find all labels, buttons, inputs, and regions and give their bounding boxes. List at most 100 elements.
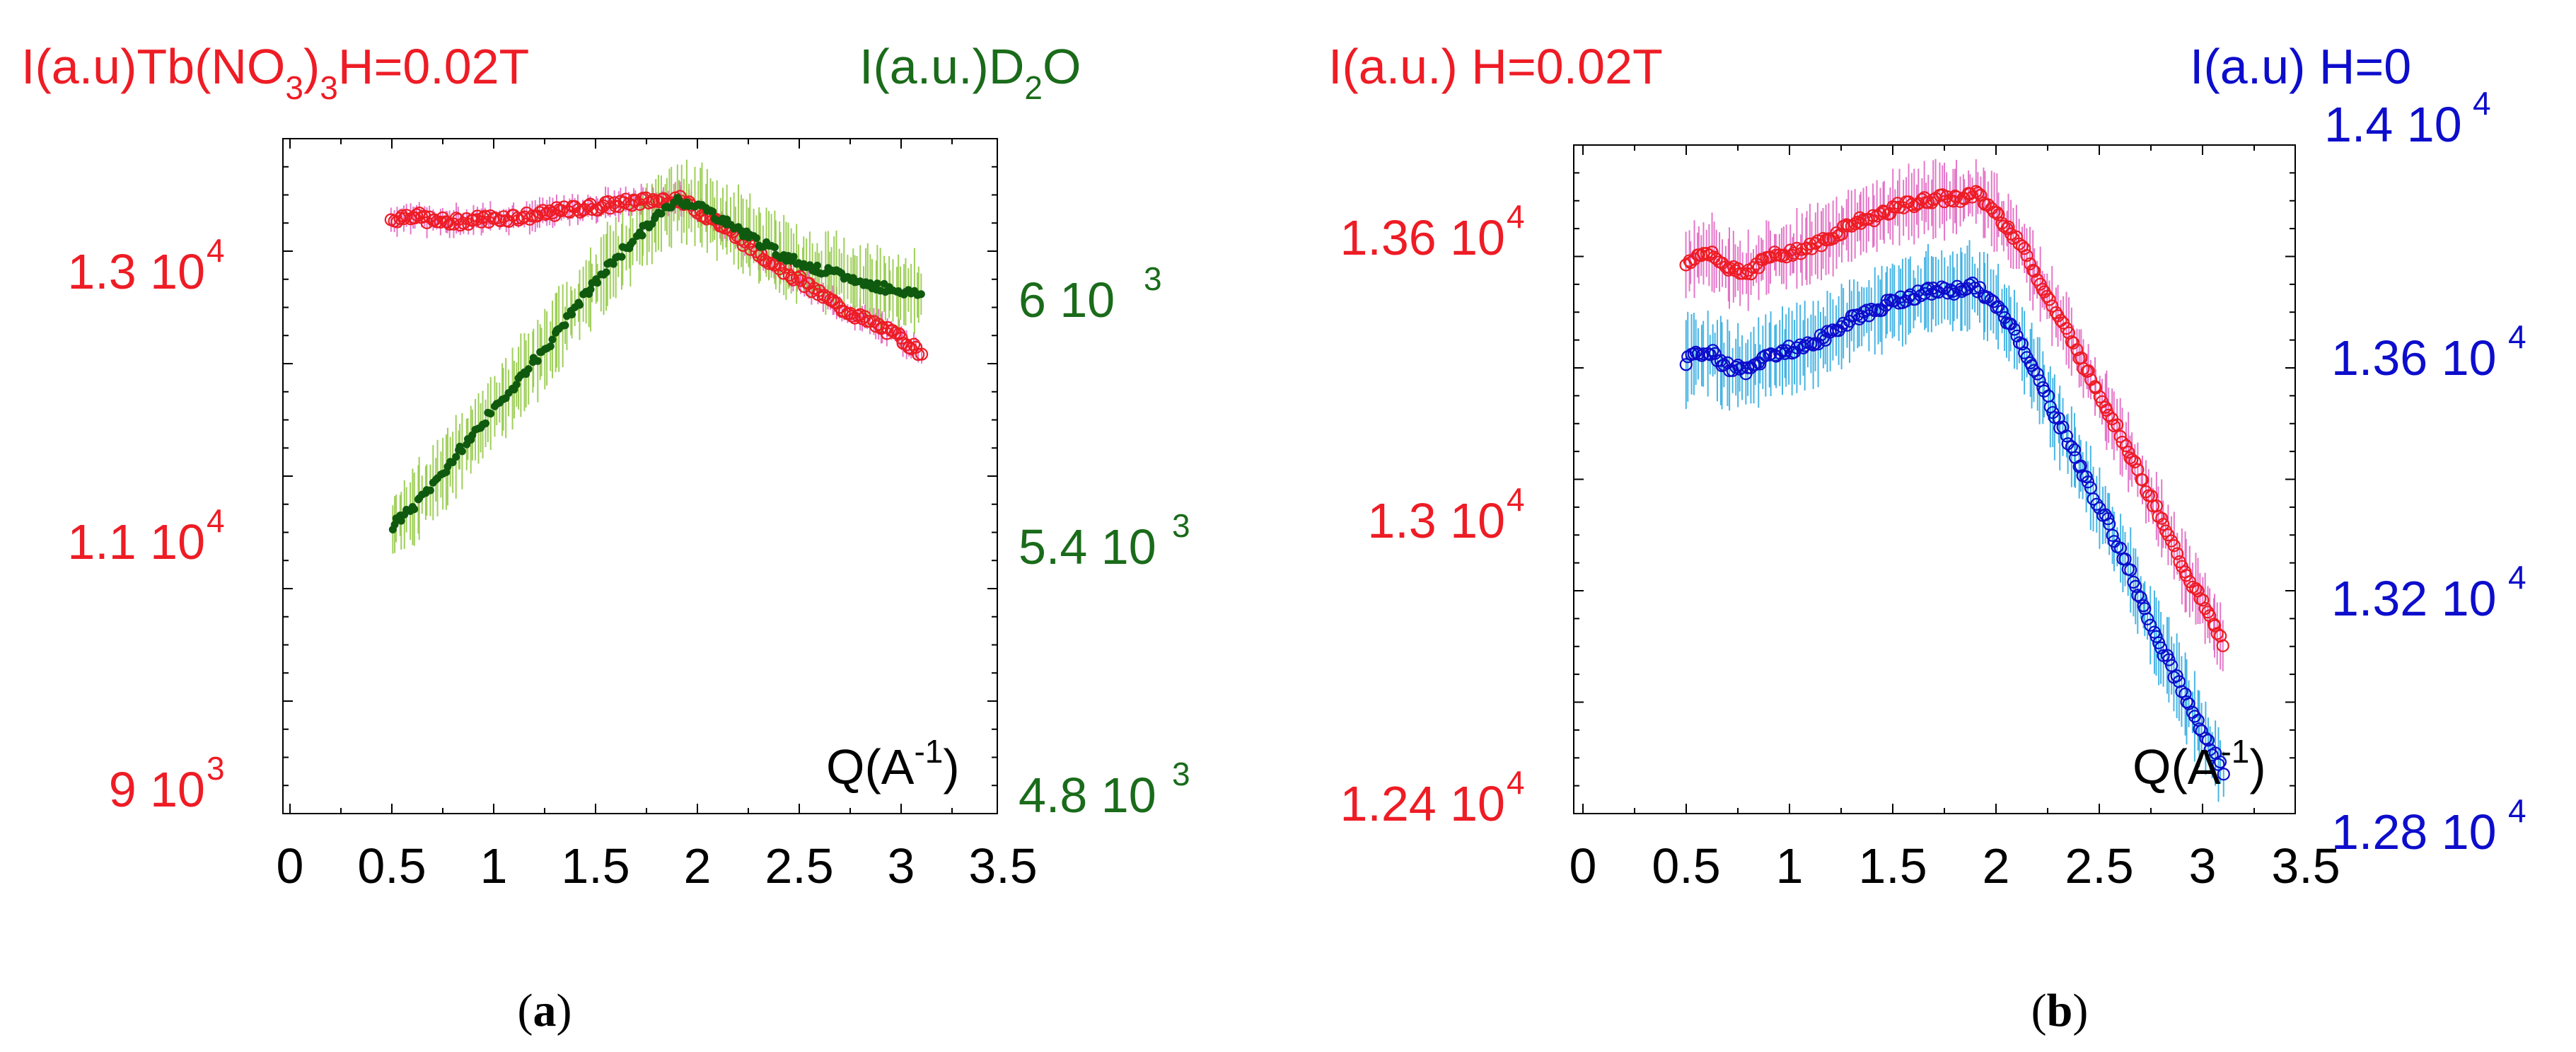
panel-a-right-tick-label: 5.4 10	[1019, 519, 1156, 574]
data-point	[1991, 300, 2005, 313]
data-point	[2182, 697, 2195, 710]
data-point	[2165, 659, 2178, 672]
data-point	[593, 279, 602, 287]
data-point	[2007, 323, 2021, 336]
data-point	[1744, 267, 1758, 281]
data-point	[2002, 220, 2015, 233]
data-point	[2179, 569, 2193, 582]
panel-b-left-tick-label: 1.36 10	[1340, 210, 1505, 265]
data-point	[2023, 257, 2037, 271]
data-point	[2033, 374, 2046, 388]
data-point	[2106, 528, 2119, 542]
panel-a-x-tick-label: 0.5	[357, 838, 426, 894]
data-point	[601, 195, 615, 209]
data-point	[1780, 250, 1793, 264]
data-point	[723, 215, 731, 224]
data-point	[2131, 589, 2145, 602]
data-point	[1773, 346, 1787, 360]
data-point	[805, 284, 818, 299]
panel-b-x-tick-label: 2	[1983, 838, 2010, 894]
data-point	[1905, 198, 1918, 212]
data-point	[2116, 435, 2129, 449]
data-point	[482, 419, 490, 427]
data-point	[2193, 722, 2206, 736]
data-point	[2203, 609, 2217, 623]
panel-a-left-tick-exp: 3	[207, 750, 225, 787]
panel-b-left-tick-exp: 4	[1507, 764, 1525, 801]
data-point	[1688, 253, 1701, 266]
data-point	[2196, 594, 2210, 607]
data-point	[512, 381, 521, 389]
data-point	[2175, 685, 2188, 698]
data-point	[2149, 630, 2163, 643]
panel-a-x-tick-label: 3	[888, 838, 915, 894]
data-point	[744, 243, 758, 256]
panel-a-x-tick-label: 2.5	[765, 838, 833, 894]
data-point	[2082, 364, 2095, 378]
data-point	[1968, 282, 1982, 295]
panel-b-right-tick-label: 1.36 10	[2331, 330, 2497, 386]
data-point	[1806, 338, 1820, 352]
panel-a-right-tick-label: 6 10	[1019, 272, 1115, 328]
panel-a-caption: (a)	[518, 985, 572, 1036]
data-point	[524, 365, 533, 374]
data-point	[1684, 256, 1698, 270]
data-point	[602, 268, 610, 277]
data-point	[2195, 724, 2208, 738]
panel-a-left-tick-label: 9 10	[109, 762, 205, 817]
data-point	[1990, 206, 2004, 219]
panel-b-left-tick-exp: 4	[1507, 481, 1525, 518]
data-point	[2043, 293, 2056, 306]
data-point	[1862, 212, 1875, 226]
data-point	[2128, 455, 2142, 469]
data-point	[2119, 439, 2133, 453]
data-point	[2079, 470, 2093, 484]
data-point	[2103, 517, 2116, 531]
data-point	[2018, 242, 2031, 255]
panel-a-left-tick-label: 1.1 10	[67, 514, 205, 570]
data-point	[1830, 226, 1843, 240]
data-point	[2074, 459, 2087, 473]
data-point	[2162, 653, 2176, 666]
data-point	[390, 521, 399, 529]
panel-a-x-tick-label: 0	[277, 838, 304, 894]
data-point	[1997, 219, 2010, 233]
panel-b-points	[1679, 185, 2230, 781]
data-point	[2101, 512, 2115, 526]
data-point	[1790, 341, 1804, 354]
panel-a-right-tick-exp: 3	[1172, 756, 1190, 792]
data-point	[436, 211, 449, 225]
data-point	[546, 342, 555, 350]
panel-b-caption: (b)	[2031, 985, 2089, 1036]
data-point	[2124, 563, 2137, 577]
data-point	[2020, 249, 2033, 262]
panel-b-x-tick-label: 1.5	[1858, 838, 1927, 894]
data-point	[652, 195, 666, 209]
panel-a-left-axis-label: I(a.u)Tb(NO3)3H=0.02T	[21, 39, 529, 106]
data-point	[2210, 627, 2224, 640]
data-point	[900, 338, 913, 352]
panel-b-x-tick-label: 3	[2189, 838, 2217, 894]
panel-b-right-tick-label: 1.28 10	[2331, 804, 2497, 860]
data-point	[2067, 336, 2080, 349]
data-point	[2188, 710, 2201, 723]
panel-b-right-top-tick-label: 1.4 10	[2324, 97, 2462, 152]
data-point	[1756, 351, 1770, 364]
panel-a-x-axis-label: Q(A-1)	[826, 733, 960, 794]
data-point	[2199, 732, 2212, 745]
data-point	[1746, 261, 1760, 274]
data-point	[1687, 347, 1701, 361]
panel-a-right-tick-exp: 3	[1144, 260, 1162, 297]
panel-a-x-tick-label: 2	[684, 838, 712, 894]
data-point	[2113, 429, 2127, 444]
data-point	[539, 207, 552, 221]
panel-b-right-tick-label: 1.32 10	[2331, 571, 2497, 626]
panel-b-right-top-tick-exp: 4	[2473, 85, 2491, 122]
data-point	[1679, 358, 1693, 371]
panel-b-minor-ticks	[1574, 145, 2295, 814]
data-point	[917, 290, 925, 299]
panel-a-points	[384, 190, 929, 533]
data-point	[585, 202, 599, 216]
data-point	[2009, 230, 2023, 243]
panel-b-left-axis-label: I(a.u.) H=0.02T	[1328, 39, 1663, 94]
